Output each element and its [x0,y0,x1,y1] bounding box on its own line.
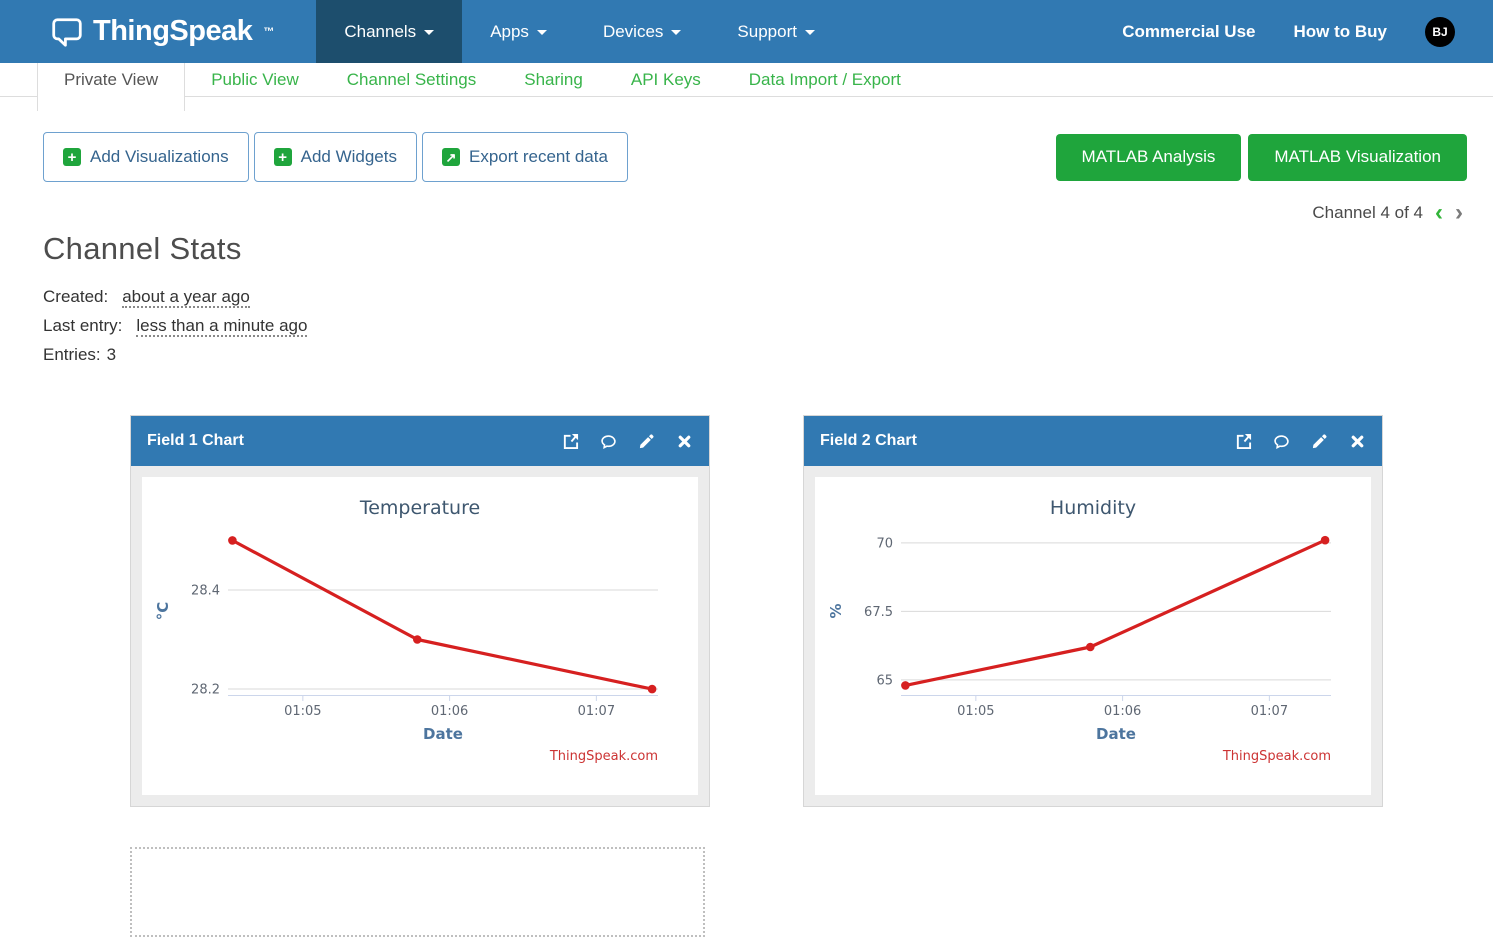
empty-widget-placeholder [130,847,705,937]
field-2-chart[interactable]: Humidity 65 67.5 70 01:05 01:06 01:07% Date Thin… [815,477,1371,795]
add-visualizations-label: Add Visualizations [90,147,229,166]
tab-sharing[interactable]: Sharing [524,69,583,89]
tab-channel-settings[interactable]: Channel Settings [346,69,477,89]
caret-down-icon [671,29,682,40]
plus-square-icon: + [63,148,81,166]
caret-down-icon [536,29,547,40]
nav-item-label: Devices [602,21,664,41]
edit-icon[interactable] [1311,433,1328,450]
nav-item-devices[interactable]: Devices [575,0,709,63]
comment-icon[interactable] [1273,433,1290,450]
channel-stats: Created: about a year ago Last entry: less… [43,282,1493,369]
add-widgets-label: Add Widgets [300,147,397,166]
card-body: Temperature 28.2 28.4 01:05 01:06 01:07 °C Date… [131,466,709,806]
edit-icon[interactable] [638,433,655,450]
plus-square-icon: + [273,148,292,166]
svg-text:ThingSpeak.com: ThingSpeak.com [1222,749,1331,764]
tab-public-view[interactable]: Public View [211,69,299,89]
svg-text:Date: Date [423,725,463,743]
svg-text:01:06: 01:06 [1104,704,1141,719]
tab-api-keys[interactable]: API Keys [630,69,701,89]
export-recent-data-button[interactable]: ↗ Export recent data [422,132,628,182]
thingspeak-logo[interactable]: ThingSpeak ™ [50,0,274,63]
last-entry-value: less than a minute ago [136,316,308,337]
card-body: Humidity 65 67.5 70 01:05 01:06 01:07% Date Thin… [804,466,1382,806]
svg-text:01:06: 01:06 [431,704,468,719]
entries-label: Entries: [43,345,101,364]
nav-link-how-to-buy[interactable]: How to Buy [1293,21,1388,41]
svg-text:01:07: 01:07 [1251,704,1288,719]
field-1-chart[interactable]: Temperature 28.2 28.4 01:05 01:06 01:07 °C Date… [142,477,698,795]
stat-last-entry: Last entry: less than a minute ago [43,311,1493,340]
navbar-right-group: Commercial Use How to Buy BJ [1122,0,1493,63]
card-title: Field 2 Chart [820,432,917,449]
field-2-chart-card: Field 2 Chart [803,415,1383,807]
card-icon-group [562,433,693,450]
chart-cards-row: Field 1 Chart [130,415,1493,807]
toolbar: + Add Visualizations + Add Widgets ↗ Exp… [43,132,1467,182]
close-icon[interactable] [1349,433,1366,450]
humidity-line-chart: Humidity 65 67.5 70 01:05 01:06 01:07% Date Thin… [827,497,1331,764]
nav-item-apps[interactable]: Apps [462,0,575,63]
export-arrow-icon: ↗ [442,148,460,166]
nav-item-channels[interactable]: Channels [316,0,463,63]
speech-bubble-icon [52,17,82,47]
svg-text:28.2: 28.2 [191,683,220,698]
brand-name: ThingSpeak [93,15,253,47]
add-visualizations-button[interactable]: + Add Visualizations [43,132,249,182]
caret-down-icon [424,29,435,40]
comment-icon[interactable] [600,433,617,450]
svg-text:Humidity: Humidity [1050,497,1136,519]
brand-trademark: ™ [263,25,275,38]
stat-created: Created: about a year ago [43,282,1493,311]
svg-text:65: 65 [876,673,893,688]
top-navbar: ThingSpeak ™ Channels Apps Devices Suppo… [0,0,1493,63]
svg-text:67.5: 67.5 [864,605,893,620]
nav-item-support[interactable]: Support [709,0,843,63]
card-icon-group [1235,433,1366,450]
caret-down-icon [804,29,815,40]
add-widgets-button[interactable]: + Add Widgets [253,132,417,182]
svg-text:ThingSpeak.com: ThingSpeak.com [549,749,658,764]
matlab-buttons-group: MATLAB Analysis MATLAB Visualization [1055,133,1467,181]
nav-link-commercial-use[interactable]: Commercial Use [1122,21,1256,41]
svg-text:°C: °C [154,602,172,621]
entries-value: 3 [106,345,117,364]
stat-entries: Entries: 3 [43,340,1493,369]
user-avatar[interactable]: BJ [1425,16,1455,47]
external-link-icon[interactable] [1235,433,1252,450]
close-icon[interactable] [676,433,693,450]
last-entry-label: Last entry: [43,316,123,335]
created-label: Created: [43,287,109,306]
svg-text:28.4: 28.4 [191,583,220,598]
tab-private-view[interactable]: Private View [37,63,186,111]
nav-item-label: Apps [490,21,529,41]
next-channel-icon[interactable]: › [1455,199,1463,226]
nav-item-label: Channels [344,21,417,41]
svg-text:Date: Date [1096,725,1136,743]
channel-pager: Channel 4 of 4 ‹ › [0,199,1463,226]
svg-text:01:05: 01:05 [284,704,321,719]
field-1-chart-card: Field 1 Chart [130,415,710,807]
svg-text:70: 70 [876,536,893,551]
matlab-analysis-button[interactable]: MATLAB Analysis [1055,133,1242,181]
svg-text:01:07: 01:07 [578,704,615,719]
channel-tabs: Private View Public View Channel Setting… [0,63,1493,111]
export-recent-data-label: Export recent data [469,147,608,166]
page-title: Channel Stats [43,231,242,266]
external-link-icon[interactable] [562,433,579,450]
channel-pager-label: Channel 4 of 4 [1312,203,1423,222]
matlab-visualization-button[interactable]: MATLAB Visualization [1248,133,1467,181]
created-value: about a year ago [122,287,250,308]
svg-text:01:05: 01:05 [957,704,994,719]
temperature-line-chart: Temperature 28.2 28.4 01:05 01:06 01:07 °C Date… [154,497,658,764]
tab-data-import-export[interactable]: Data Import / Export [748,69,901,89]
nav-item-label: Support [737,21,797,41]
field-1-chart-header: Field 1 Chart [131,416,709,466]
card-title: Field 1 Chart [147,432,244,449]
previous-channel-icon[interactable]: ‹ [1435,199,1443,226]
svg-text:Temperature: Temperature [359,497,480,519]
field-2-chart-header: Field 2 Chart [804,416,1382,466]
svg-text:%: % [827,603,845,618]
